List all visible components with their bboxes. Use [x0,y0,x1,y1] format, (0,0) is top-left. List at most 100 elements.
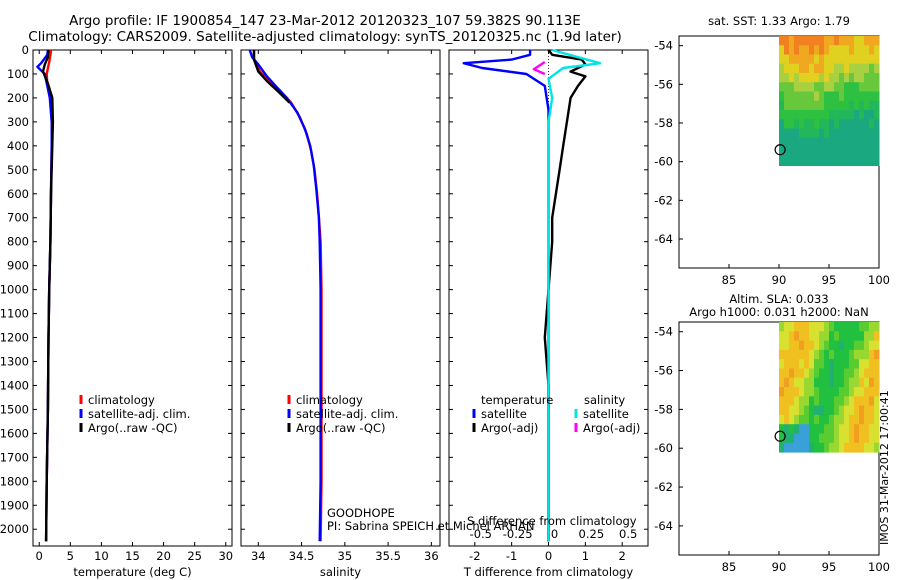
sla_map-heatmap-cell [804,396,810,407]
sst_map-heatmap-cell [864,128,870,139]
pi-label: PI: Sabrina SPEICH et Michel ARHAN [327,519,535,533]
sla_map-heatmap-cell [809,349,815,360]
sla_map-heatmap-cell [814,424,820,435]
sst_map-heatmap-cell [824,63,830,74]
sla_map-heatmap-cell [799,414,805,425]
sla_map-heatmap-cell [834,359,840,369]
sla_map-heatmap-cell [784,359,790,369]
sla_map-heatmap-cell [859,349,865,360]
figure-title-line2: Climatology: CARS2009. Satellite-adjuste… [28,29,622,45]
sla_map-heatmap-cell [814,387,820,397]
sla_map-heatmap-cell [784,340,790,351]
sla_map-heatmap-cell [819,442,825,453]
sst_map-heatmap-cell [844,45,850,56]
sla_map-heatmap-cell [789,442,795,453]
sla_map-heatmap-cell [874,387,880,397]
sst_map-heatmap-cell [834,156,840,167]
sst_map-heatmap-cell [809,91,815,102]
sla_map-heatmap-cell [874,405,880,416]
sst_map-heatmap-cell [789,137,795,148]
sla_map-heatmap-cell [789,424,795,435]
sla_map-ytick-label: -62 [654,480,673,494]
sla_map-heatmap-cell [854,368,860,379]
sst_map-heatmap-cell [809,147,815,157]
sla_map-heatmap-cell [829,359,835,369]
sla_map-heatmap-cell [829,322,835,332]
sst_map-heatmap-cell [804,91,810,102]
sla_map-heatmap-cell [804,433,810,444]
sst_map-heatmap-cell [874,110,880,120]
sst_map-heatmap-cell [804,128,810,139]
sst_map-heatmap-cell [789,73,795,83]
sst_map-heatmap-cell [869,91,875,102]
sla_map-heatmap-cell [844,359,850,369]
sla_map-heatmap-cell [839,387,845,397]
sst_map-heatmap-cell [784,128,790,139]
sst_map-heatmap-cell [834,100,840,111]
sla_map-heatmap-cell [784,322,790,332]
sst_map-heatmap-cell [779,45,785,56]
sst_map-heatmap-cell [789,128,795,139]
sla_map-heatmap-cell [844,387,850,397]
sla_map-heatmap-cell [809,322,815,332]
sst_map-heatmap-cell [809,110,815,120]
sst_map-ytick-label: -64 [654,232,673,246]
sla_map-heatmap-cell [799,442,805,453]
sla_map-ytick-label: -60 [654,441,673,455]
sst_map-heatmap-cell [869,73,875,83]
sla_map-heatmap-cell [819,387,825,397]
sst_map-heatmap-cell [834,63,840,74]
temperature-legend-label: climatology [88,393,155,407]
sla_map-heatmap-cell [824,368,830,379]
salinity-xtick-label: 35.5 [375,549,401,563]
sla_map-heatmap-cell [869,433,875,444]
sst_map-heatmap-cell [854,45,860,56]
salinity-legend-label: climatology [296,393,363,407]
sla_map-heatmap-cell [864,322,870,332]
sst_map-xtick-label: 85 [722,273,737,287]
sla_map-heatmap-cell [809,387,815,397]
sst_map-heatmap-cell [829,156,835,167]
sla_map-heatmap-cell [834,396,840,407]
sst_map-heatmap-cell [799,110,805,120]
salinity-xtick-label: 34 [251,549,266,563]
sst_map-heatmap-cell [789,110,795,120]
temperature-ytick-label: 200 [7,91,29,105]
sla_map-heatmap-cell [869,387,875,397]
sla_map-heatmap-cell [779,349,785,360]
sst_map-heatmap-cell [854,156,860,167]
sla_map-heatmap-cell [864,377,870,388]
sla_map-heatmap-cell [799,396,805,407]
sst_map-heatmap-cell [864,156,870,167]
sla_map-heatmap-cell [799,331,805,342]
sst_map-heatmap-cell [829,45,835,56]
sla_map-heatmap-cell [789,405,795,416]
difference-series-s-argo-adj- [532,60,546,76]
sst_map-heatmap-cell [849,45,855,56]
temperature-ytick-label: 1000 [0,283,29,297]
sla_map-heatmap-cell [814,322,820,332]
sst_map-heatmap-cell [789,63,795,74]
sla_map-heatmap-cell [799,368,805,379]
difference-xtick2-label: -0.25 [503,527,533,541]
sst_map-heatmap-cell [789,119,795,130]
sla_map-heatmap-cell [844,414,850,425]
sla_map-heatmap-cell [854,442,860,453]
sst_map-heatmap-cell [804,45,810,56]
sst_map-heatmap-cell [834,82,840,93]
sst_map-heatmap-cell [779,82,785,93]
sla_map-heatmap-cell [869,331,875,342]
sst_map-heatmap-cell [834,147,840,157]
sla_map-heatmap-cell [874,359,880,369]
sla_map-heatmap-cell [784,424,790,435]
sst_map-heatmap-cell [784,100,790,111]
sst_map-heatmap-cell [779,110,785,120]
sst_map-heatmap-cell [864,45,870,56]
sst_map-heatmap-cell [869,147,875,157]
sst_map-heatmap-cell [859,73,865,83]
sla_map-argo-marker [774,430,786,442]
sla_map-heatmap-cell [804,322,810,332]
sla_map-heatmap-cell [829,442,835,453]
sst_map-heatmap-cell [784,119,790,130]
difference-panel: -2 -1 0 1 2 T difference from climatology -0.5… [448,48,649,579]
